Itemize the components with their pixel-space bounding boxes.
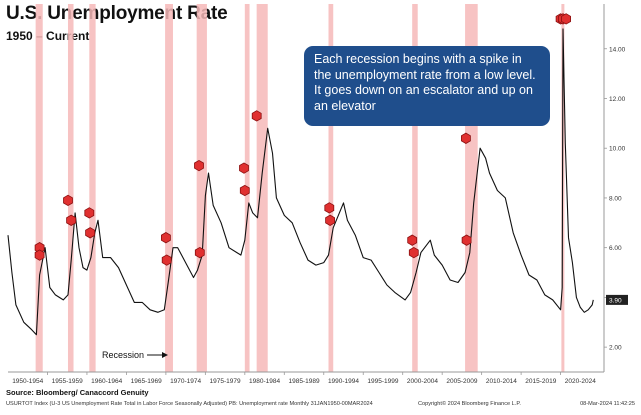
spike-marker xyxy=(194,246,205,259)
x-tick-label: 1965-1969 xyxy=(131,378,162,385)
axes xyxy=(8,4,605,373)
source-note: Source: Bloomberg/ Canaccord Genuity xyxy=(6,388,149,397)
spike-marker xyxy=(324,202,335,214)
x-tick-label: 1975-1979 xyxy=(210,378,241,385)
y-tick-label: 12.00 xyxy=(609,96,626,103)
last-value-label: 3.90 xyxy=(609,297,622,304)
spike-marker xyxy=(160,232,171,244)
spike-marker xyxy=(84,207,95,219)
spike-marker xyxy=(251,110,262,122)
annotation-arrow-head xyxy=(162,352,168,358)
spike-marker xyxy=(408,246,419,259)
recession-band xyxy=(412,4,418,372)
spike-marker xyxy=(561,13,571,25)
x-tick-label: 1960-1964 xyxy=(91,378,122,385)
callout-box: Each recession begins with a spike in th… xyxy=(304,46,550,126)
x-tick-label: 1950-1954 xyxy=(12,378,43,385)
x-tick-label: 2000-2004 xyxy=(407,378,438,385)
x-tick-label: 1955-1959 xyxy=(52,378,83,385)
recession-band xyxy=(256,4,268,372)
recession-band xyxy=(196,4,207,372)
spike-marker xyxy=(63,194,73,207)
spike-marker xyxy=(161,254,172,266)
unemployment-series xyxy=(7,28,594,336)
recession-band xyxy=(35,4,43,372)
x-tick-label: 1980-1984 xyxy=(249,378,280,385)
x-tick-label: 2005-2009 xyxy=(446,378,477,385)
y-tick-label: 2.00 xyxy=(609,345,622,352)
spike-marker xyxy=(461,234,472,246)
x-tick-label: 2015-2019 xyxy=(525,378,556,385)
x-tick-label: 1985-1989 xyxy=(288,378,319,385)
recession-band xyxy=(89,4,96,372)
series-line xyxy=(7,28,594,336)
spike-marker xyxy=(407,234,418,246)
y-tick-label: 14.00 xyxy=(609,46,626,53)
recession-annotation: Recession xyxy=(102,350,168,360)
x-tick-label: 1995-1999 xyxy=(367,378,398,385)
last-value-box xyxy=(606,294,628,305)
recession-band xyxy=(67,4,74,372)
spike-marker xyxy=(34,249,45,261)
timestamp: 08-Mar-2024 11:42:25 xyxy=(580,401,635,407)
x-tick-label: 2010-2014 xyxy=(486,378,517,385)
copyright: Copyright© 2024 Bloomberg Finance L.P. xyxy=(418,401,521,407)
index-description: USURTOT Index (U-3 US Unemployment Rate … xyxy=(6,401,373,407)
spike-marker xyxy=(239,162,249,174)
x-tick-label: 1970-1974 xyxy=(170,378,201,385)
y-tick-label: 6.00 xyxy=(609,245,622,252)
spike-marker xyxy=(325,214,336,226)
spike-marker xyxy=(460,132,471,144)
y-tick-label: 10.00 xyxy=(609,146,626,153)
spike-marker xyxy=(66,214,77,226)
spike-markers xyxy=(34,13,571,266)
spike-marker xyxy=(239,184,250,197)
recession-band xyxy=(165,4,173,372)
x-tick-label: 2020-2024 xyxy=(565,378,596,385)
recession-band xyxy=(328,4,334,372)
y-tick-label: 8.00 xyxy=(609,195,622,202)
x-axis-labels: 1950-1954 1955-1959 1960-1964 1965-1969 1970… xyxy=(12,372,596,385)
recession-annotation-label: Recession xyxy=(102,350,144,360)
spike-marker xyxy=(85,227,95,239)
callout-text: Each recession begins with a spike in th… xyxy=(314,52,536,113)
x-tick-label: 1990-1994 xyxy=(328,378,359,385)
spike-marker xyxy=(194,159,204,172)
